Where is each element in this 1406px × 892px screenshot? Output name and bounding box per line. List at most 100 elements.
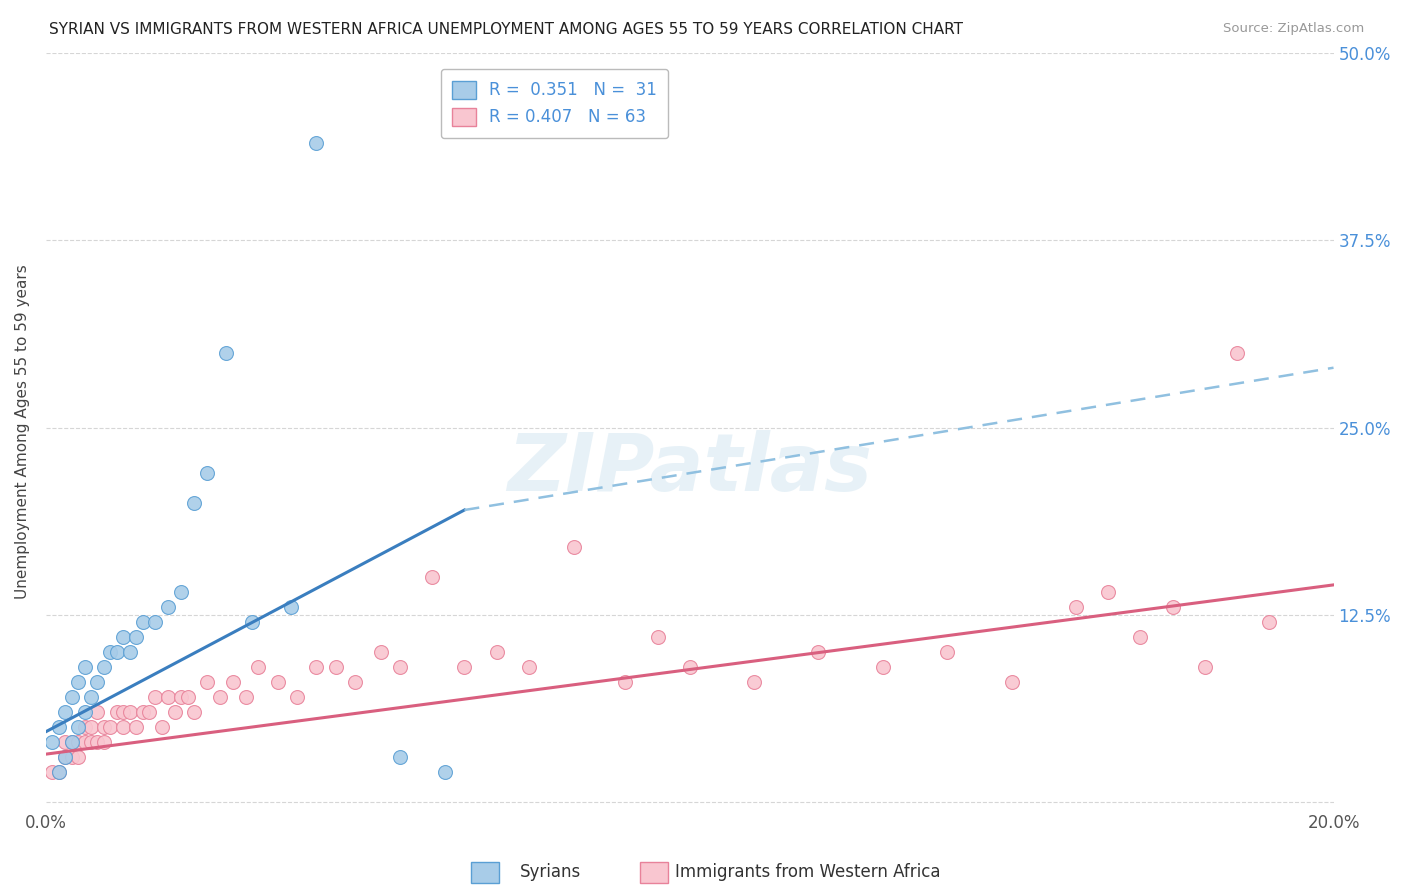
Point bbox=[1194, 660, 1216, 674]
Point bbox=[183, 495, 205, 509]
Point bbox=[67, 720, 90, 734]
Point bbox=[67, 750, 90, 764]
Point bbox=[67, 675, 90, 690]
Point bbox=[125, 630, 148, 644]
Legend: R =  0.351   N =  31, R = 0.407   N = 63: R = 0.351 N = 31, R = 0.407 N = 63 bbox=[440, 69, 668, 138]
Point bbox=[872, 660, 894, 674]
Point bbox=[112, 630, 135, 644]
Point bbox=[53, 750, 76, 764]
Point bbox=[285, 690, 308, 705]
Point bbox=[1001, 675, 1024, 690]
Point bbox=[936, 645, 959, 659]
Point bbox=[370, 645, 392, 659]
Point bbox=[215, 345, 238, 359]
Point bbox=[170, 585, 193, 599]
Point bbox=[145, 615, 167, 630]
Point bbox=[195, 466, 218, 480]
Point bbox=[163, 705, 186, 719]
Point bbox=[60, 735, 83, 749]
Point bbox=[1226, 345, 1249, 359]
Point bbox=[67, 735, 90, 749]
Point bbox=[176, 690, 198, 705]
Point bbox=[742, 675, 765, 690]
Point bbox=[195, 675, 218, 690]
Point bbox=[247, 660, 270, 674]
Text: SYRIAN VS IMMIGRANTS FROM WESTERN AFRICA UNEMPLOYMENT AMONG AGES 55 TO 59 YEARS : SYRIAN VS IMMIGRANTS FROM WESTERN AFRICA… bbox=[49, 22, 963, 37]
Y-axis label: Unemployment Among Ages 55 to 59 years: Unemployment Among Ages 55 to 59 years bbox=[15, 264, 30, 599]
Point bbox=[73, 660, 96, 674]
Point bbox=[73, 720, 96, 734]
Point bbox=[434, 765, 457, 780]
Point bbox=[93, 720, 115, 734]
Text: Immigrants from Western Africa: Immigrants from Western Africa bbox=[675, 863, 941, 881]
Point bbox=[145, 690, 167, 705]
Point bbox=[389, 660, 412, 674]
Point bbox=[420, 570, 443, 584]
Point bbox=[86, 675, 108, 690]
Point bbox=[647, 630, 669, 644]
Point bbox=[80, 735, 103, 749]
Point bbox=[60, 690, 83, 705]
Point bbox=[86, 705, 108, 719]
Point bbox=[105, 705, 128, 719]
Point bbox=[280, 600, 302, 615]
Point bbox=[267, 675, 290, 690]
Point bbox=[125, 720, 148, 734]
Point bbox=[325, 660, 347, 674]
Point bbox=[60, 750, 83, 764]
Point bbox=[679, 660, 702, 674]
Point bbox=[1161, 600, 1184, 615]
Point bbox=[1064, 600, 1087, 615]
Point bbox=[53, 705, 76, 719]
Point bbox=[562, 541, 585, 555]
Point bbox=[105, 645, 128, 659]
Point bbox=[1129, 630, 1152, 644]
Text: Syrians: Syrians bbox=[520, 863, 582, 881]
Point bbox=[305, 660, 328, 674]
Point bbox=[41, 765, 63, 780]
Point bbox=[112, 705, 135, 719]
Point bbox=[80, 690, 103, 705]
Point bbox=[150, 720, 173, 734]
Point bbox=[614, 675, 637, 690]
Point bbox=[157, 600, 180, 615]
Point bbox=[1258, 615, 1281, 630]
Point bbox=[80, 720, 103, 734]
Point bbox=[157, 690, 180, 705]
Point bbox=[93, 660, 115, 674]
Point bbox=[389, 750, 412, 764]
Point bbox=[131, 615, 153, 630]
Point bbox=[112, 720, 135, 734]
Point bbox=[235, 690, 257, 705]
Point bbox=[343, 675, 366, 690]
Point bbox=[170, 690, 193, 705]
Point bbox=[118, 705, 141, 719]
Point bbox=[807, 645, 830, 659]
Text: ZIPatlas: ZIPatlas bbox=[508, 430, 872, 508]
Point bbox=[183, 705, 205, 719]
Point bbox=[208, 690, 231, 705]
Point bbox=[221, 675, 243, 690]
Point bbox=[48, 765, 70, 780]
Point bbox=[93, 735, 115, 749]
Point bbox=[73, 735, 96, 749]
Point bbox=[48, 720, 70, 734]
Point bbox=[48, 765, 70, 780]
Point bbox=[453, 660, 475, 674]
Point bbox=[305, 136, 328, 150]
Point bbox=[53, 750, 76, 764]
Point bbox=[98, 645, 121, 659]
Point bbox=[138, 705, 160, 719]
Point bbox=[86, 735, 108, 749]
Point bbox=[485, 645, 508, 659]
Text: Source: ZipAtlas.com: Source: ZipAtlas.com bbox=[1223, 22, 1364, 36]
Point bbox=[517, 660, 540, 674]
Point bbox=[41, 735, 63, 749]
Point bbox=[240, 615, 263, 630]
Point bbox=[60, 735, 83, 749]
Point bbox=[53, 735, 76, 749]
Point bbox=[1097, 585, 1119, 599]
Point bbox=[73, 705, 96, 719]
Point bbox=[98, 720, 121, 734]
Point bbox=[131, 705, 153, 719]
